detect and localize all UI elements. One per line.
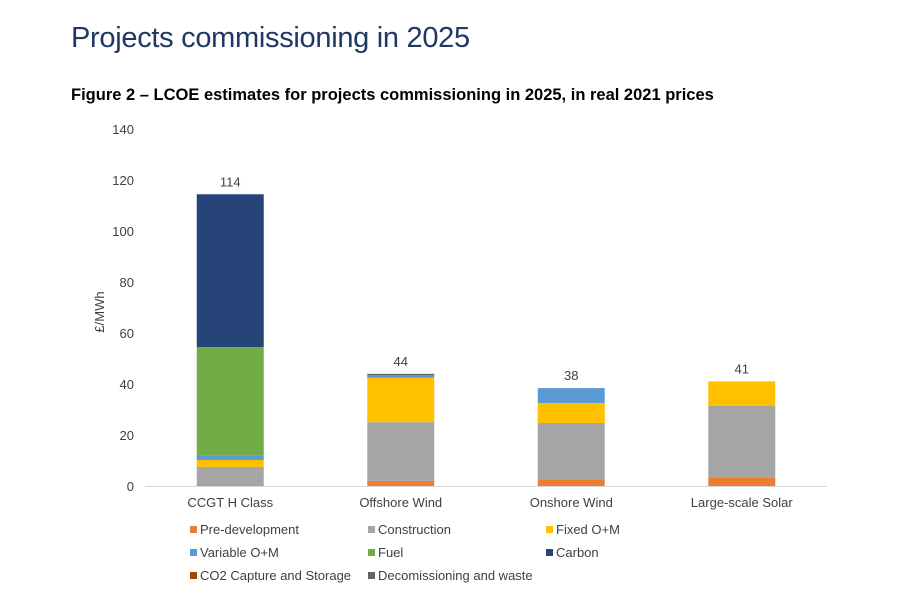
legend-item: Carbon <box>546 545 716 560</box>
legend-label: Fuel <box>378 545 404 560</box>
total-data-label: 44 <box>394 354 408 369</box>
total-data-label: 38 <box>564 368 578 383</box>
legend-swatch-icon <box>546 526 553 533</box>
legend-label: Fixed O+M <box>556 522 620 537</box>
legend-item: Fuel <box>368 545 546 560</box>
bar-segment-pre-development <box>367 480 435 486</box>
y-tick-label: 100 <box>112 224 134 239</box>
legend-item: Variable O+M <box>190 545 368 560</box>
y-tick-label: 40 <box>120 377 134 392</box>
bar-segment-construction <box>367 422 435 481</box>
bar-segment-fixed-o-m <box>196 459 264 467</box>
bar-stack <box>196 194 264 486</box>
data-labels: 114 44 38 41 <box>220 174 749 383</box>
legend-swatch-icon <box>368 526 375 533</box>
legend-swatch-icon <box>546 549 553 556</box>
legend-swatch-icon <box>368 572 375 579</box>
bar-segment-pre-development <box>196 485 264 486</box>
y-axis-ticks: 0 20 40 60 80 100 120 140 <box>112 122 134 494</box>
bar-segment-carbon <box>196 194 264 348</box>
page-heading: Projects commissioning in 2025 <box>71 22 470 54</box>
x-category-label: Large-scale Solar <box>691 495 794 510</box>
legend-swatch-icon <box>190 526 197 533</box>
bar-segment-pre-development <box>537 479 605 486</box>
total-data-label: 41 <box>735 361 749 376</box>
legend-item: Decomissioning and waste <box>368 568 546 583</box>
bar-segment-fixed-o-m <box>708 381 776 406</box>
bar-segment-fixed-o-m <box>537 403 605 424</box>
legend-label: Carbon <box>556 545 599 560</box>
legend-item: Construction <box>368 522 546 537</box>
y-tick-label: 120 <box>112 173 134 188</box>
bar-stack <box>708 381 776 486</box>
legend-label: Decomissioning and waste <box>378 568 533 583</box>
x-category-label: Offshore Wind <box>359 495 442 510</box>
bar-stack <box>537 388 605 486</box>
bar-segment-pre-development <box>708 477 776 486</box>
y-tick-label: 20 <box>120 428 134 443</box>
bar-segment-fuel <box>196 347 264 456</box>
bar-segment-construction <box>537 423 605 480</box>
bar-segment-variable-o-m <box>537 388 605 404</box>
y-tick-label: 60 <box>120 326 134 341</box>
y-axis-label: £/MWh <box>92 291 107 332</box>
legend-item: Pre-development <box>190 522 368 537</box>
bars <box>196 194 776 486</box>
x-axis-categories: CCGT H Class Offshore Wind Onshore Wind Lar… <box>187 495 793 510</box>
bar-segment-construction <box>708 405 776 478</box>
bar-segment-construction <box>196 466 264 486</box>
legend-label: Pre-development <box>200 522 299 537</box>
y-tick-label: 80 <box>120 275 134 290</box>
total-data-label: 114 <box>220 174 241 189</box>
legend-label: Variable O+M <box>200 545 279 560</box>
figure-title: Figure 2 – LCOE estimates for projects c… <box>71 86 714 104</box>
legend-item: CO2 Capture and Storage <box>190 568 368 583</box>
bar-segment-fixed-o-m <box>367 377 435 423</box>
x-category-label: Onshore Wind <box>530 495 613 510</box>
legend-item: Fixed O+M <box>546 522 716 537</box>
x-category-label: CCGT H Class <box>187 495 273 510</box>
bar-segment-decomissioning-and-waste <box>367 373 435 376</box>
y-tick-label: 0 <box>127 479 134 494</box>
legend-label: CO2 Capture and Storage <box>200 568 352 583</box>
bar-stack <box>367 373 435 486</box>
legend-swatch-icon <box>190 549 197 556</box>
legend: Pre-development Construction Fixed O+M Vari… <box>190 522 750 583</box>
y-tick-label: 140 <box>112 122 134 137</box>
legend-swatch-icon <box>190 572 197 579</box>
legend-label: Construction <box>378 522 451 537</box>
bar-segment-variable-o-m <box>367 375 435 378</box>
legend-swatch-icon <box>368 549 375 556</box>
bar-segment-variable-o-m <box>196 455 264 460</box>
